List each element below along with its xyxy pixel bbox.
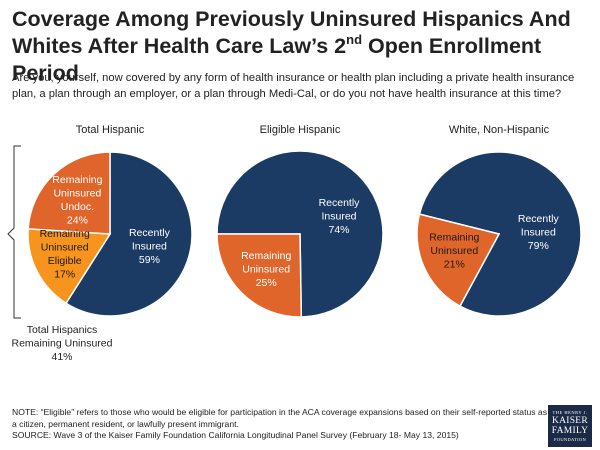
slice-label: Uninsured: [430, 245, 478, 257]
pie-title: Total Hispanic: [76, 124, 145, 136]
slice-label: Recently: [129, 227, 171, 239]
slice-label: Remaining: [429, 232, 479, 244]
logo-line-3: FAMILY: [551, 425, 589, 436]
slice-label: Insured: [521, 226, 556, 238]
logo-line-4: FOUNDATION: [554, 436, 586, 442]
note-text: NOTE: “Eligible” refers to those who wou…: [12, 407, 548, 429]
pie-slice: [65, 151, 193, 317]
slice-value-label: 79%: [528, 240, 549, 252]
logo-line-2: KAISER: [551, 415, 589, 426]
bracket-label: Total Hispanics: [27, 324, 98, 336]
pie-slice: [216, 233, 303, 318]
pie-slice: [416, 213, 501, 308]
bracket: [7, 145, 21, 319]
slice-value-label: 17%: [54, 269, 75, 281]
bracket-label: Remaining Uninsured: [12, 338, 113, 350]
slice-label: Insured: [321, 211, 356, 223]
title-superscript: nd: [346, 31, 363, 47]
pie-title: White, Non-Hispanic: [449, 124, 550, 136]
slice-label: Remaining: [52, 174, 102, 186]
bracket-label: 41%: [51, 351, 72, 363]
footnote: NOTE: “Eligible” refers to those who wou…: [12, 407, 552, 442]
slice-value-label: 21%: [444, 259, 465, 271]
pie-slice: [27, 151, 111, 235]
pie-charts: Total HispanicRecentlyInsured59%Remainin…: [7, 124, 582, 363]
slice-label: Recently: [319, 197, 361, 209]
pie-slice: [418, 151, 582, 317]
slice-label: Remaining: [40, 228, 90, 240]
slice-label: Remaining: [241, 250, 291, 262]
slice-label: Eligible: [48, 255, 82, 267]
slice-label: Recently: [518, 213, 560, 225]
slice-value-label: 24%: [67, 215, 88, 227]
slice-label: Undoc.: [61, 201, 94, 213]
logo-line-1: THE HENRY J.: [552, 409, 588, 415]
slice-value-label: 74%: [328, 224, 349, 236]
page-title: Coverage Among Previously Uninsured Hisp…: [12, 7, 571, 85]
slice-label: Uninsured: [53, 188, 101, 200]
source-text: SOURCE: Wave 3 of the Kaiser Family Foun…: [12, 430, 459, 440]
pie-title: Eligible Hispanic: [260, 124, 341, 136]
pie-slice: [216, 150, 384, 318]
pie-slice: [27, 228, 112, 305]
slice-label: Insured: [132, 240, 167, 252]
survey-question: Are you, yourself, now covered by any fo…: [12, 72, 575, 100]
slice-label: Uninsured: [41, 242, 89, 254]
slice-label: Uninsured: [242, 263, 290, 275]
slice-value-label: 59%: [139, 254, 160, 266]
slice-value-label: 25%: [256, 277, 277, 289]
kff-logo: THE HENRY J. KAISER FAMILY FOUNDATION: [548, 405, 592, 447]
